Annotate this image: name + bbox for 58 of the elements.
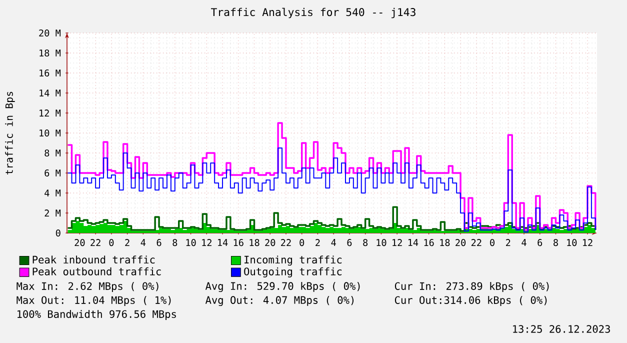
x-tick-label: 0 [490, 239, 494, 246]
x-tick-label: 20 [265, 239, 276, 246]
x-tick-label: 12 [583, 239, 592, 246]
x-tick-label: 4 [331, 239, 336, 246]
x-tick-label: 6 [156, 239, 162, 246]
x-tick-label: 16 [234, 239, 244, 246]
x-tick-label: 22 [471, 239, 482, 246]
x-tick-label: 14 [408, 239, 418, 246]
x-tick-label: 2 [316, 239, 320, 246]
x-tick-label: 8 [363, 239, 368, 246]
legend-label: Peak inbound traffic [32, 256, 155, 264]
x-tick-label: 8 [172, 239, 178, 246]
y-tick-label: 8 M [44, 149, 61, 157]
text: Max In: 2.62 MBps ( 0%) [16, 282, 158, 292]
text: Cur Out:314.06 kBps ( 0%) [394, 296, 547, 306]
y-tick-label: 6 M [44, 169, 61, 177]
y-tick-label: 4 M [44, 190, 61, 196]
x-tick-label: 10 [186, 239, 196, 246]
x-tick-label: 10 [376, 239, 386, 246]
text: Max Out: 11.04 MBps ( 1%) [16, 296, 171, 306]
x-tick-label: 6 [347, 239, 352, 246]
y-tick-label: 14 M [40, 90, 61, 96]
x-tick-label: 6 [538, 239, 542, 246]
y-tick-label: 18 M [40, 49, 61, 57]
text: Cur In: 273.89 kBps ( 0%) [394, 282, 549, 292]
legend-label: Incoming traffic [244, 256, 342, 266]
y-tick-label: 12 M [40, 110, 61, 116]
x-tick-label: 14 [218, 239, 228, 246]
legend-label: Peak outbound traffic [32, 267, 161, 276]
x-tick-label: 4 [140, 239, 146, 246]
x-tick-label: 2 [506, 239, 510, 246]
y-tick-label: 16 M [40, 69, 61, 77]
x-tick-label: 0 [109, 239, 114, 246]
x-tick-label: 12 [392, 239, 402, 246]
chart-title: Traffic Analysis for 540 -- j143 [211, 8, 416, 18]
y-tick-label: 10 M [40, 129, 61, 137]
y-axis-title: traffic in Bps [5, 92, 15, 174]
y-tick-label: 0 [56, 229, 60, 237]
x-tick-label: 12 [202, 239, 212, 246]
text: Avg In: 529.70 kBps ( 0%) [205, 282, 360, 292]
text: 100% Bandwidth 976.56 MBps [18, 310, 176, 320]
x-tick-label: 10 [567, 239, 577, 246]
x-tick-label: 0 [300, 239, 304, 246]
x-tick-label: 22 [281, 239, 291, 246]
x-tick-label: 18 [440, 239, 450, 246]
y-tick-label: 2 M [44, 210, 61, 216]
x-tick-label: 2 [125, 239, 130, 246]
text: 13:25 26.12.2023 [513, 325, 610, 333]
x-tick-label: 22 [90, 239, 100, 246]
legend-label: Outgoing traffic [244, 267, 342, 278]
y-tick-label: 20 M [39, 29, 61, 37]
x-tick-label: 4 [522, 239, 526, 246]
x-tick-label: 18 [250, 239, 260, 246]
text: Avg Out: 4.07 MBps ( 0%) [205, 296, 354, 306]
x-tick-label: 20 [74, 239, 85, 246]
x-tick-label: 20 [456, 239, 466, 246]
x-tick-label: 8 [554, 239, 558, 246]
x-tick-label: 16 [424, 239, 434, 246]
